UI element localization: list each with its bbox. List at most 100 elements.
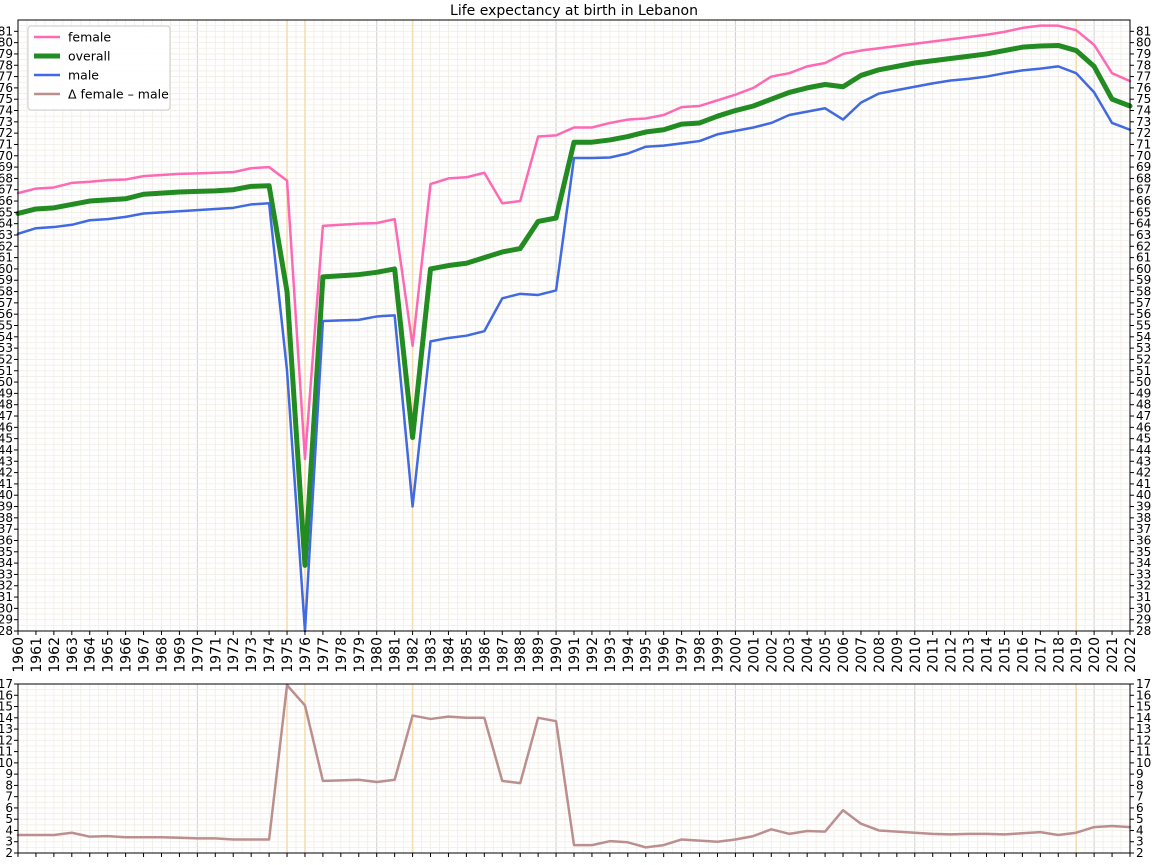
legend-label: Δ female – male (68, 87, 169, 102)
x-tick-label: 1979 (352, 637, 368, 673)
x-tick-label: 2015 (997, 637, 1013, 673)
x-tick-label: 2010 (908, 637, 924, 673)
y-tick-label: 37 (1136, 522, 1151, 536)
y-tick-label: 50 (0, 375, 13, 389)
x-tick-label: 1997 (675, 637, 691, 673)
y-tick-label: 36 (0, 533, 13, 547)
y-tick-label: 8 (1136, 778, 1144, 792)
y-tick-label: 76 (1136, 81, 1151, 95)
y-tick-label: 72 (0, 126, 13, 140)
x-tick-label: 2009 (890, 637, 906, 673)
y-tick-label: 11 (0, 745, 13, 759)
x-tick-label: 1968 (154, 637, 170, 673)
y-tick-label: 64 (0, 217, 13, 231)
x-tick-label: 1962 (47, 637, 63, 673)
x-tick-label: 1978 (334, 637, 350, 673)
x-tick-label: 2013 (962, 637, 978, 673)
x-tick-label: 1973 (244, 637, 260, 673)
x-tick-label: 2005 (818, 637, 834, 673)
y-tick-label: 38 (0, 511, 13, 525)
y-tick-label: 74 (0, 104, 13, 118)
y-tick-label: 49 (0, 386, 13, 400)
x-tick-label: 1992 (585, 637, 601, 673)
x-tick-label: 2016 (1015, 637, 1031, 673)
x-tick-label: 1990 (549, 637, 565, 673)
y-tick-label: 32 (0, 579, 13, 593)
x-tick-label: 2022 (1123, 637, 1139, 673)
y-tick-label: 43 (0, 454, 13, 468)
series-line-femalemale (16, 683, 1132, 849)
y-tick-label: 9 (1136, 767, 1144, 781)
x-tick-label: 2003 (782, 637, 798, 673)
y-tick-label: 61 (1136, 251, 1151, 265)
y-tick-label: 4 (1136, 823, 1144, 837)
y-tick-label: 8 (5, 778, 13, 792)
y-tick-label: 53 (0, 341, 13, 355)
x-tick-label: 1967 (137, 637, 153, 673)
y-tick-label: 69 (0, 160, 13, 174)
y-tick-label: 79 (1136, 47, 1151, 61)
x-tick-label: 1984 (441, 637, 457, 673)
y-tick-label: 29 (1136, 613, 1151, 627)
x-tick-label: 1971 (208, 637, 224, 673)
legend-box (27, 25, 171, 111)
x-tick-label: 2020 (1087, 637, 1103, 673)
x-tick-label: 1976 (298, 637, 314, 673)
legend: female overall male Δ female – male (27, 25, 171, 111)
y-tick-label: 6 (5, 801, 13, 815)
y-tick-label: 12 (1136, 733, 1151, 747)
y-tick-label: 40 (0, 488, 13, 502)
y-tick-label: 14 (0, 711, 13, 725)
y-tick-label: 5 (5, 812, 13, 826)
y-tick-label: 45 (0, 432, 13, 446)
y-tick-label: 45 (1136, 432, 1151, 446)
x-tick-label: 1991 (567, 637, 583, 673)
y-tick-label: 2 (1136, 846, 1144, 860)
x-tick-label: 1983 (424, 637, 440, 673)
y-tick-label: 46 (0, 420, 13, 434)
x-tick-label: 2000 (728, 637, 744, 673)
x-tick-label: 1981 (388, 637, 404, 673)
y-tick-label: 48 (0, 398, 13, 412)
x-tick-label: 1987 (495, 637, 511, 673)
y-tick-label: 67 (1136, 183, 1151, 197)
y-tick-label: 42 (0, 466, 13, 480)
y-tick-label: 47 (0, 409, 13, 423)
x-tick-label: 1999 (710, 637, 726, 673)
y-tick-label: 58 (1136, 285, 1151, 299)
x-tick-label: 2001 (746, 637, 762, 673)
y-tick-label: 28 (1136, 624, 1151, 638)
y-tick-label: 74 (1136, 104, 1151, 118)
y-tick-label: 65 (1136, 205, 1151, 219)
x-tick-label: 2011 (926, 637, 942, 673)
y-tick-label: 57 (1136, 296, 1151, 310)
y-tick-label: 44 (0, 443, 13, 457)
y-tick-label: 59 (0, 273, 13, 287)
y-tick-label: 30 (1136, 601, 1151, 615)
y-tick-label: 62 (0, 239, 13, 253)
x-tick-label: 2018 (1051, 637, 1067, 673)
y-tick-label: 17 (1136, 677, 1151, 691)
y-tick-label: 38 (1136, 511, 1151, 525)
x-tick-label: 2017 (1033, 637, 1049, 673)
y-tick-label: 55 (0, 319, 13, 333)
y-tick-label: 53 (1136, 341, 1151, 355)
y-tick-label: 69 (1136, 160, 1151, 174)
y-tick-label: 4 (5, 823, 13, 837)
x-tick-label: 1982 (406, 637, 422, 673)
legend-label: female (68, 30, 111, 45)
y-tick-label: 35 (0, 545, 13, 559)
y-tick-label: 56 (1136, 307, 1151, 321)
y-tick-label: 80 (0, 36, 13, 50)
y-tick-label: 77 (0, 70, 13, 84)
y-tick-label: 68 (1136, 171, 1151, 185)
y-tick-label: 49 (1136, 386, 1151, 400)
y-tick-label: 39 (1136, 500, 1151, 514)
x-tick-label: 1960 (11, 637, 27, 673)
y-tick-label: 28 (0, 624, 13, 638)
y-tick-label: 42 (1136, 466, 1151, 480)
legend-label: overall (68, 49, 110, 64)
